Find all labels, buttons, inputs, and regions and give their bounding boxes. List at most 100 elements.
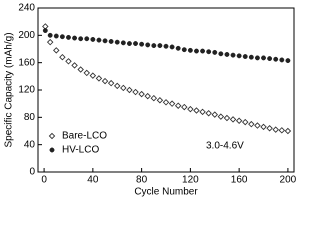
data-point (168, 100, 176, 107)
data-point (120, 84, 127, 92)
data-point (254, 122, 261, 129)
data-point (254, 55, 260, 61)
data-point (144, 92, 151, 100)
x-tick-label: 0 (41, 175, 47, 186)
data-point (278, 127, 286, 134)
data-point (108, 39, 114, 44)
data-point (102, 38, 108, 44)
data-point (59, 53, 66, 61)
y-tick-label: 120 (18, 85, 35, 96)
data-point (145, 42, 151, 48)
data-point (217, 113, 225, 120)
data-point (77, 66, 84, 73)
data-point (169, 44, 175, 50)
data-point (285, 58, 291, 64)
data-point (156, 97, 164, 104)
data-point (114, 39, 120, 45)
data-point (230, 52, 236, 58)
x-tick-label: 200 (280, 175, 297, 186)
data-point (46, 38, 54, 46)
data-point (53, 47, 60, 54)
data-point (133, 41, 138, 46)
data-point (235, 117, 243, 124)
data-point (261, 55, 266, 61)
y-axis-label: Specific Capacity (mAh/g) (4, 32, 15, 147)
data-point (200, 48, 206, 54)
data-point (65, 58, 72, 65)
data-point (242, 118, 249, 126)
chart: Cycle Number Specific Capacity (mAh/g) 3… (4, 3, 297, 198)
data-point (53, 33, 59, 39)
data-point (96, 37, 102, 43)
x-tick-label: 120 (182, 175, 199, 186)
data-point (194, 48, 199, 54)
data-point (163, 43, 169, 49)
data-point (114, 82, 121, 90)
data-point (187, 105, 194, 113)
data-point (199, 108, 206, 116)
data-point (162, 99, 170, 106)
legend-marker (48, 132, 56, 140)
data-point (59, 34, 65, 40)
data-point (139, 41, 145, 47)
data-point (223, 114, 231, 122)
data-point (157, 43, 163, 49)
data-point (181, 47, 187, 53)
data-point (266, 125, 273, 132)
y-tick-label: 40 (24, 139, 36, 150)
data-point (71, 62, 78, 69)
data-point (242, 54, 248, 59)
x-tick-label: 80 (136, 175, 148, 186)
x-tick-label: 160 (231, 175, 248, 186)
data-point (205, 109, 212, 117)
data-point (83, 69, 90, 77)
legend-label: Bare-LCO (62, 131, 107, 142)
legend-marker (49, 147, 55, 153)
data-point (47, 32, 53, 38)
data-point (175, 45, 181, 51)
data-point (120, 40, 126, 46)
data-point (267, 56, 273, 62)
annotation: 3.0-4.6V (206, 141, 244, 152)
data-point (151, 43, 157, 49)
y-tick-label: 200 (18, 30, 35, 41)
data-point (107, 79, 115, 87)
data-point (260, 123, 267, 131)
data-point (132, 88, 139, 96)
data-point (206, 49, 212, 55)
data-point (272, 126, 279, 133)
data-point (273, 56, 279, 62)
data-point (248, 54, 254, 60)
data-point (126, 41, 132, 46)
x-axis-label: Cycle Number (134, 187, 198, 198)
data-point (101, 77, 109, 85)
x-tick-label: 40 (87, 175, 99, 186)
data-point (66, 34, 71, 40)
data-point (89, 72, 97, 79)
data-point (229, 116, 237, 123)
data-point (42, 28, 48, 33)
data-point (248, 120, 255, 128)
data-point (187, 47, 193, 53)
y-tick-label: 80 (24, 112, 36, 123)
data-point (181, 103, 188, 111)
data-point (212, 49, 218, 55)
data-point (284, 127, 292, 135)
data-point (84, 36, 90, 42)
y-tick-label: 240 (18, 3, 35, 14)
data-point (72, 35, 78, 41)
data-point (174, 102, 182, 109)
data-point (95, 75, 103, 82)
data-point (211, 111, 218, 118)
data-point (150, 94, 158, 102)
data-point (90, 36, 96, 42)
data-point (78, 36, 84, 42)
data-point (218, 51, 224, 57)
data-point (224, 52, 230, 57)
data-point (193, 107, 200, 114)
legend-label: HV-LCO (62, 145, 99, 156)
data-point (279, 57, 285, 63)
y-tick-label: 160 (18, 57, 35, 68)
data-point (138, 90, 145, 98)
data-point (126, 86, 133, 94)
